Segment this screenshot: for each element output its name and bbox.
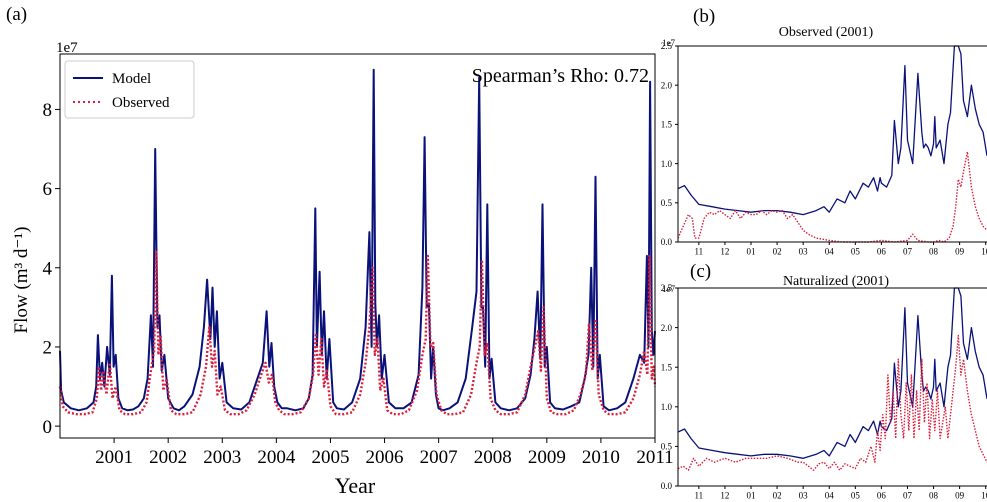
x-tick-label: 12 (720, 246, 729, 256)
y-axis-label: Flow (m³ d⁻¹) (11, 227, 32, 334)
series-observed-line (677, 334, 987, 471)
legend: Model Observed (64, 60, 195, 119)
x-tick-label: 10 (981, 246, 987, 256)
y-exponent-b: 1e7 (662, 38, 675, 48)
x-tick-label: 2005 (311, 447, 349, 468)
y-tick-label: 0.5 (661, 442, 673, 452)
x-tick-label: 06 (877, 490, 887, 500)
x-tick-label: 07 (903, 246, 913, 256)
x-tick-label: 2006 (366, 447, 404, 468)
x-tick-label: 11 (695, 246, 704, 256)
y-tick-label: 2 (43, 338, 53, 359)
y-tick-label: 1.0 (661, 159, 673, 169)
x-tick-label: 2004 (257, 447, 296, 468)
y-tick-label: 2.0 (661, 80, 673, 90)
y-tick-label: 0 (43, 417, 53, 438)
y-tick-label: 0.0 (661, 481, 673, 491)
y-exponent-a: 1e7 (56, 40, 78, 56)
y-tick-label: 2.5 (661, 283, 673, 293)
y-tick-label: 6 (43, 179, 53, 200)
legend-label-observed: Observed (112, 95, 170, 111)
inset-chart-observed: Observed (2001) 1e7 0.0 0.5 1.0 1.5 2.0 2.5 11… (661, 25, 987, 256)
x-tick-label: 04 (825, 246, 835, 256)
x-tick-label: 09 (955, 490, 965, 500)
panel-letter-c: (c) (690, 261, 711, 282)
series-observed-line (677, 151, 987, 243)
x-tick-label: 2008 (474, 447, 512, 468)
x-tick-label: 2002 (149, 447, 187, 468)
x-tick-label: 01 (747, 490, 756, 500)
spearman-annotation: Spearman’s Rho: 0.72 (472, 65, 649, 87)
inset-chart-naturalized: Naturalized (2001) 1e7 0.0 0.5 1.0 1.5 2.0 2.… (661, 274, 987, 500)
plot-frame-a (59, 53, 656, 439)
series-model-line (677, 45, 987, 216)
legend-box (64, 60, 195, 119)
x-tick-label: 05 (851, 246, 861, 256)
y-tick-label: 0.5 (661, 198, 673, 208)
x-tick-label: 08 (929, 490, 939, 500)
x-tick-label: 12 (720, 490, 729, 500)
y-tick-label: 0.0 (661, 237, 673, 247)
title-c: Naturalized (2001) (783, 274, 889, 289)
y-exponent-c: 1e7 (662, 284, 675, 294)
x-tick-label: 2009 (528, 447, 566, 468)
x-tick-label: 2001 (95, 447, 133, 468)
x-tick-label: 2010 (582, 447, 620, 468)
x-tick-label: 11 (695, 490, 704, 500)
x-tick-label: 01 (747, 246, 756, 256)
x-tick-label: 09 (955, 246, 965, 256)
y-tick-label: 4 (43, 258, 53, 279)
y-tick-label: 2.5 (661, 41, 673, 51)
series-observed-line (58, 250, 657, 416)
x-tick-label: 05 (851, 490, 861, 500)
x-axis-label: Year (335, 473, 376, 498)
x-tick-label: 06 (877, 246, 887, 256)
x-tick-label: 07 (903, 490, 913, 500)
x-tick-label: 2007 (420, 447, 458, 468)
x-tick-label: 2003 (203, 447, 241, 468)
x-tick-label: 08 (929, 246, 939, 256)
panel-letter-a: (a) (6, 4, 27, 25)
x-tick-label: 03 (799, 246, 809, 256)
y-tick-label: 1.0 (661, 402, 673, 412)
y-tick-label: 1.5 (661, 362, 673, 372)
title-b: Observed (2001) (779, 25, 874, 40)
x-tick-label: 04 (825, 490, 835, 500)
legend-label-model: Model (112, 71, 151, 87)
y-tick-label: 1.5 (661, 120, 673, 130)
series-model-line (59, 68, 656, 412)
x-tick-label: 2011 (636, 447, 673, 468)
y-tick-label: 2.0 (661, 323, 673, 333)
x-tick-label: 02 (773, 490, 782, 500)
x-tick-label: 03 (799, 490, 809, 500)
main-chart: 1e7 Flow (m³ d⁻¹) Year 0 2 4 6 8 2001 2002 2003… (11, 40, 674, 498)
y-tick-label: 8 (43, 100, 53, 121)
x-tick-label: 02 (773, 246, 782, 256)
panel-letter-b: (b) (693, 6, 715, 27)
x-tick-label: 10 (981, 490, 987, 500)
